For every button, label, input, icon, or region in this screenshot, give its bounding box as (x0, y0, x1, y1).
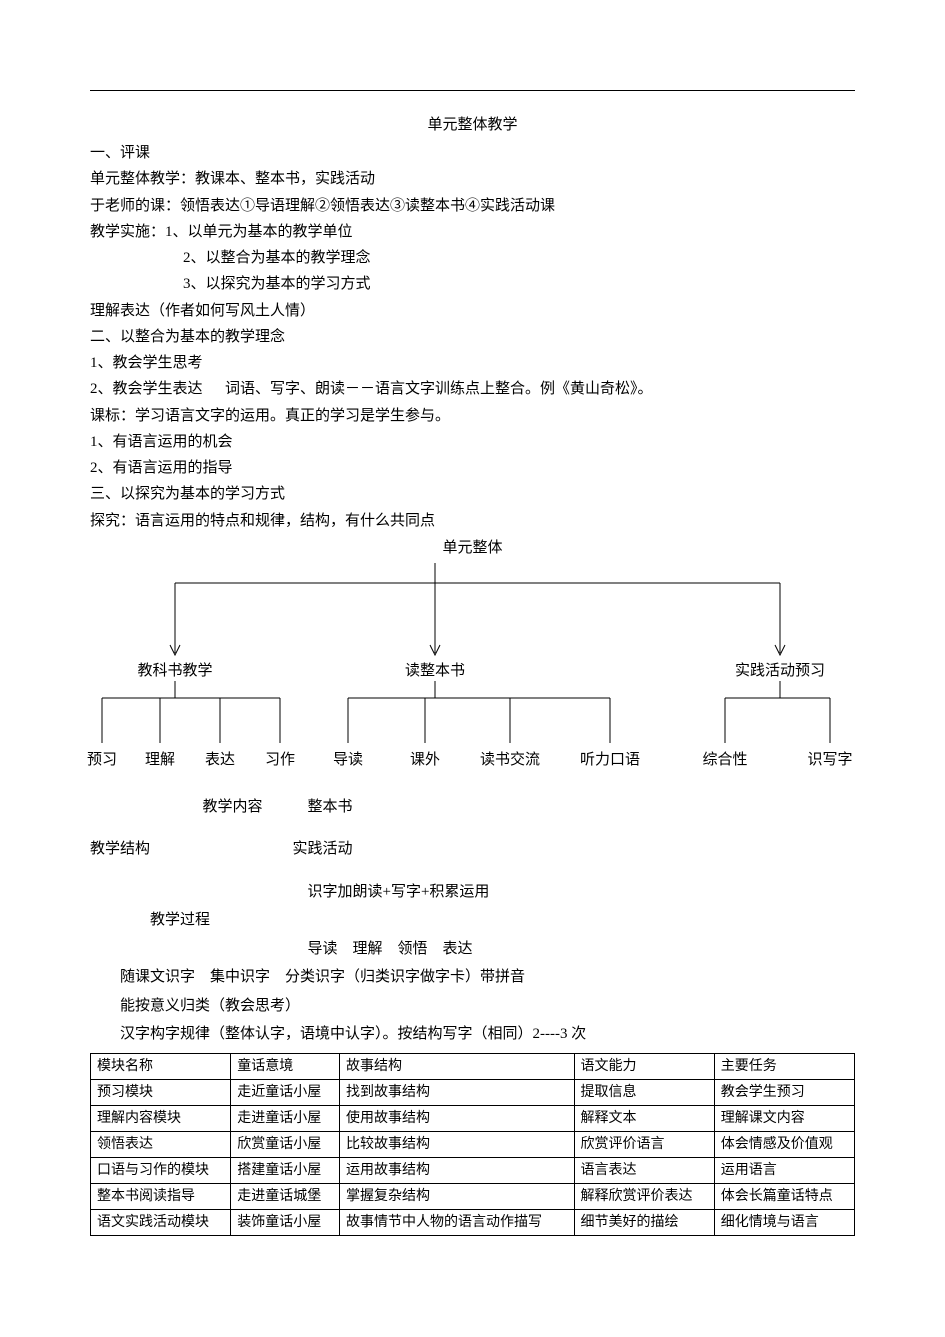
tree-leaf: 课外 (410, 748, 440, 769)
table-cell: 使用故事结构 (340, 1105, 574, 1131)
tree-leaf: 识写字 (807, 748, 852, 769)
page-title: 单元整体教学 (90, 113, 855, 134)
label: 教学结构 (90, 841, 150, 857)
body-line: 2、教会学生表达 词语、写字、朗读－－语言文字训练点上整合。例《黄山奇松》。 (90, 376, 855, 402)
table-cell: 语文能力 (574, 1053, 714, 1079)
table-cell: 预习模块 (91, 1079, 231, 1105)
body-line: 三、以探究为基本的学习方式 (90, 481, 855, 507)
body-line: 教学实施：1、以单元为基本的教学单位 (90, 219, 855, 245)
table-cell: 装饰童话小屋 (231, 1209, 340, 1235)
table-row: 理解内容模块 走进童话小屋 使用故事结构 解释文本 理解课文内容 (91, 1105, 855, 1131)
body-line: 探究：语言运用的特点和规律，结构，有什么共同点 (90, 508, 855, 534)
table-cell: 提取信息 (574, 1079, 714, 1105)
table-row: 整本书阅读指导 走进童话城堡 掌握复杂结构 解释欣赏评价表达 体会长篇童话特点 (91, 1183, 855, 1209)
content-block-2: 教学内容 整本书 教学结构 实践活动 识字加朗读+写字+积累运用 教学过程 导读 理… (90, 793, 855, 1049)
table-row: 口语与习作的模块 搭建童话小屋 运用故事结构 语言表达 运用语言 (91, 1157, 855, 1183)
table-row: 模块名称 童话意境 故事结构 语文能力 主要任务 (91, 1053, 855, 1079)
table-cell: 领悟表达 (91, 1131, 231, 1157)
label: 导读 理解 领悟 表达 (308, 941, 473, 957)
tree-node-level2: 实践活动预习 (735, 659, 825, 680)
body-line: 于老师的课：领悟表达①导语理解②领悟表达③读整本书④实践活动课 (90, 193, 855, 219)
label: 识字加朗读+写字+积累运用 (308, 884, 490, 900)
table-cell: 语言表达 (574, 1157, 714, 1183)
top-rule (90, 90, 855, 91)
table-cell: 口语与习作的模块 (91, 1157, 231, 1183)
body-line: 2、有语言运用的指导 (90, 455, 855, 481)
table-cell: 教会学生预习 (714, 1079, 854, 1105)
table-cell: 模块名称 (91, 1053, 231, 1079)
label: 整本书 (308, 799, 353, 815)
tree-leaf: 预习 (87, 748, 117, 769)
table-cell: 解释文本 (574, 1105, 714, 1131)
modules-table: 模块名称 童话意境 故事结构 语文能力 主要任务 预习模块 走近童话小屋 找到故… (90, 1053, 855, 1236)
tree-leaf: 表达 (205, 748, 235, 769)
table-cell: 理解内容模块 (91, 1105, 231, 1131)
tree-leaf: 读书交流 (480, 748, 540, 769)
table-cell: 主要任务 (714, 1053, 854, 1079)
table-cell: 比较故事结构 (340, 1131, 574, 1157)
tree-leaf: 听力口语 (580, 748, 640, 769)
table-cell: 细节美好的描绘 (574, 1209, 714, 1235)
table-cell: 解释欣赏评价表达 (574, 1183, 714, 1209)
tree-node-level2: 教科书教学 (137, 659, 212, 680)
table-cell: 欣赏童话小屋 (231, 1131, 340, 1157)
body-line: 2、以整合为基本的教学理念 (90, 245, 855, 271)
table-row: 语文实践活动模块 装饰童话小屋 故事情节中人物的语言动作描写 细节美好的描绘 细… (91, 1209, 855, 1235)
table-cell: 整本书阅读指导 (91, 1183, 231, 1209)
tree-leaf: 综合性 (702, 748, 747, 769)
body-line: 理解表达（作者如何写风土人情） (90, 298, 855, 324)
tree-node-level2: 读整本书 (405, 659, 465, 680)
table-cell: 语文实践活动模块 (91, 1209, 231, 1235)
label: 能按意义归类（教会思考） (120, 998, 300, 1014)
tree-root-label: 单元整体 (90, 536, 855, 557)
label: 教学内容 (203, 799, 263, 815)
body-line: 二、以整合为基本的教学理念 (90, 324, 855, 350)
body-line: 3、以探究为基本的学习方式 (90, 271, 855, 297)
table-cell: 欣赏评价语言 (574, 1131, 714, 1157)
table-cell: 体会长篇童话特点 (714, 1183, 854, 1209)
label: 随课文识字 集中识字 分类识字（归类识字做字卡）带拼音 (120, 969, 525, 985)
table-cell: 找到故事结构 (340, 1079, 574, 1105)
table-cell: 运用语言 (714, 1157, 854, 1183)
label: 教学过程 (150, 912, 210, 928)
table-cell: 故事情节中人物的语言动作描写 (340, 1209, 574, 1235)
section-1-heading: 一、评课 (90, 140, 855, 166)
table-cell: 走进童话小屋 (231, 1105, 340, 1131)
tree-leaf: 导读 (333, 748, 363, 769)
label: 实践活动 (293, 841, 353, 857)
body-line: 1、教会学生思考 (90, 350, 855, 376)
table-cell: 理解课文内容 (714, 1105, 854, 1131)
body-line: 1、有语言运用的机会 (90, 429, 855, 455)
body-line: 单元整体教学：教课本、整本书，实践活动 (90, 166, 855, 192)
table-row: 领悟表达 欣赏童话小屋 比较故事结构 欣赏评价语言 体会情感及价值观 (91, 1131, 855, 1157)
table-cell: 故事结构 (340, 1053, 574, 1079)
table-cell: 运用故事结构 (340, 1157, 574, 1183)
table-cell: 体会情感及价值观 (714, 1131, 854, 1157)
table-cell: 掌握复杂结构 (340, 1183, 574, 1209)
table-row: 预习模块 走近童话小屋 找到故事结构 提取信息 教会学生预习 (91, 1079, 855, 1105)
tree-leaf: 习作 (265, 748, 295, 769)
tree-diagram: 教科书教学 读整本书 实践活动预习 预习 理解 表达 习作 导读 课外 读书交流… (90, 563, 855, 793)
table-cell: 走近童话小屋 (231, 1079, 340, 1105)
tree-leaf: 理解 (145, 748, 175, 769)
table-cell: 细化情境与语言 (714, 1209, 854, 1235)
table-cell: 童话意境 (231, 1053, 340, 1079)
label: 汉字构字规律（整体认字，语境中认字）。按结构写字（相同）2----3 次 (120, 1026, 586, 1042)
table-cell: 走进童话城堡 (231, 1183, 340, 1209)
body-line: 课标：学习语言文字的运用。真正的学习是学生参与。 (90, 403, 855, 429)
table-cell: 搭建童话小屋 (231, 1157, 340, 1183)
